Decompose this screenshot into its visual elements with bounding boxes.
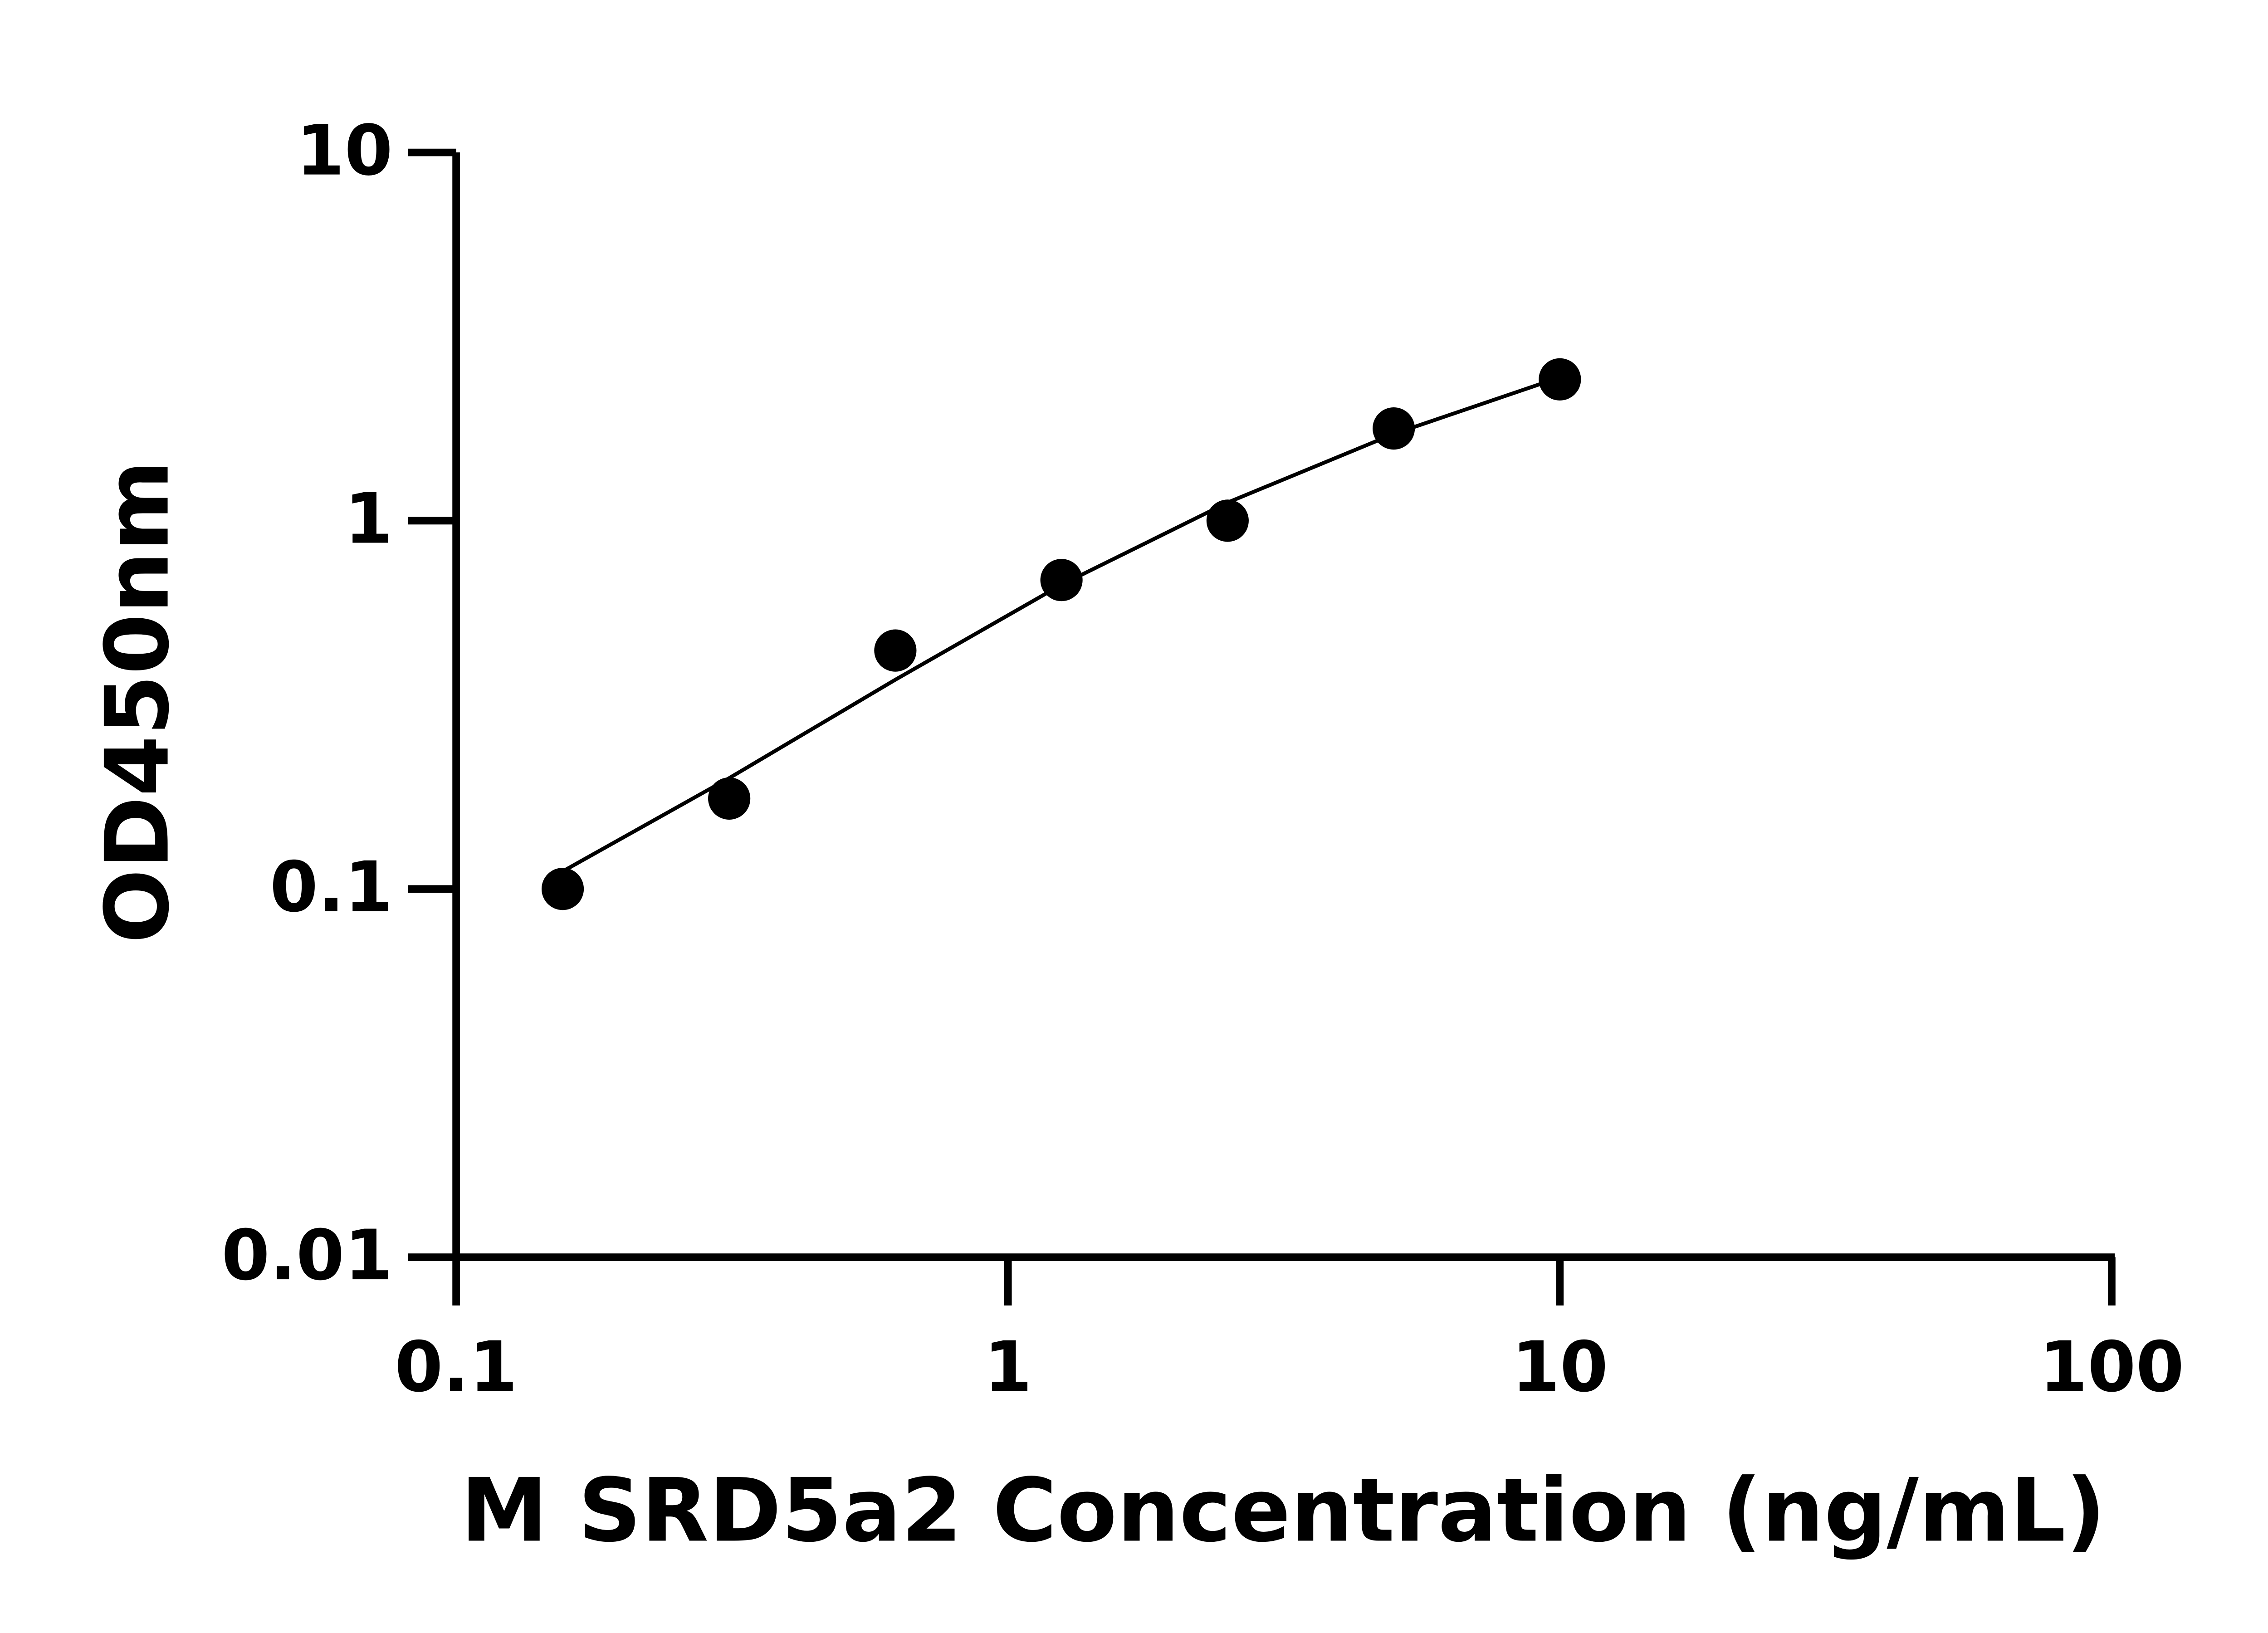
- data-point: [1040, 559, 1083, 601]
- data-point: [1206, 499, 1249, 542]
- data-point: [874, 629, 917, 672]
- data-point: [708, 777, 751, 820]
- fit-curve: [552, 375, 1561, 879]
- x-tick-label: 10: [1511, 1327, 1608, 1408]
- y-axis-title: OD450nm: [87, 460, 189, 943]
- y-tick-label: 1: [344, 479, 392, 560]
- data-point: [541, 868, 584, 910]
- x-tick-label: 100: [2039, 1327, 2184, 1408]
- y-tick-label: 0.01: [221, 1215, 393, 1296]
- x-tick-label: 0.1: [395, 1327, 518, 1408]
- y-tick-label: 0.1: [270, 847, 393, 928]
- x-tick-label: 1: [984, 1327, 1032, 1408]
- data-point: [1539, 358, 1581, 401]
- x-axis-title: M SRD5a2 Concentration (ng/mL): [461, 1460, 2106, 1562]
- y-tick-label: 10: [296, 111, 393, 191]
- data-point: [1373, 407, 1415, 450]
